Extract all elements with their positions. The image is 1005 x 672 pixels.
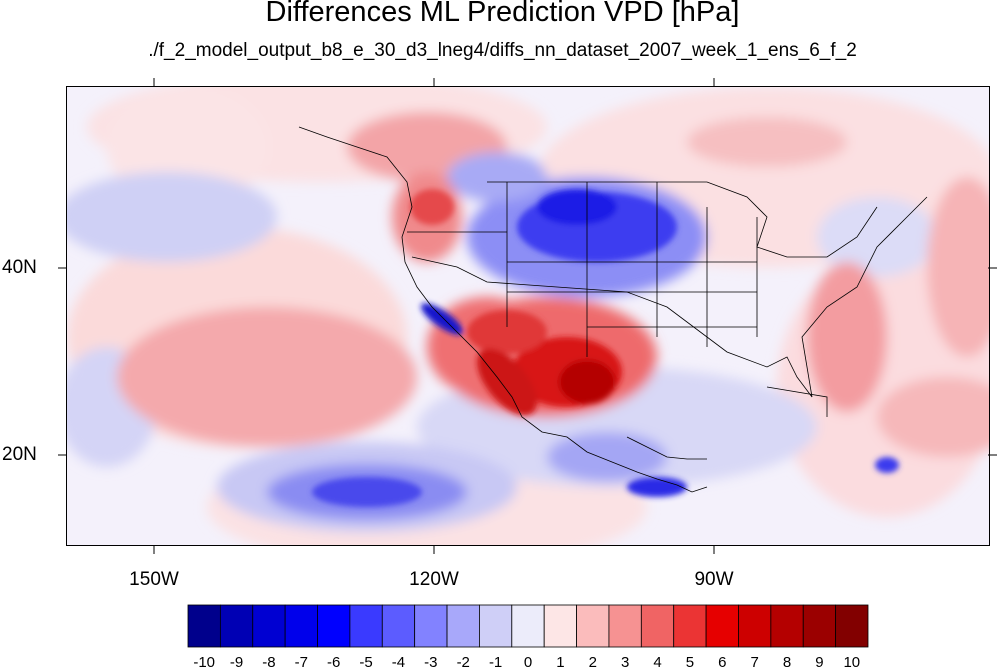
lon-label-120w: 120W <box>409 569 459 590</box>
colorbar-tick-label: 8 <box>782 654 792 671</box>
colorbar-tick-label: -3 <box>424 654 438 671</box>
colorbar-tick-label: -4 <box>391 654 406 671</box>
colorbar-tick-label: 7 <box>750 654 759 671</box>
colorbar-swatch <box>446 604 480 648</box>
vpd-difference-field <box>67 87 989 545</box>
colorbar-swatch <box>543 604 577 648</box>
colorbar-swatch <box>317 604 351 648</box>
colorbar-swatch <box>479 604 513 648</box>
colorbar-swatch <box>835 604 869 648</box>
colorbar-swatch <box>381 604 416 648</box>
colorbar-swatch <box>284 604 318 648</box>
colorbar-tick-label: -8 <box>262 654 276 671</box>
coastline-outline <box>298 126 928 493</box>
colorbar-swatch <box>770 604 804 648</box>
colorbar-swatch <box>576 604 610 648</box>
colorbar-tick-label: -10 <box>193 654 216 671</box>
colorbar-tick-label: 4 <box>653 654 662 671</box>
colorbar-tick-label: -7 <box>294 654 308 671</box>
lon-label-90w: 90W <box>694 569 734 590</box>
colorbar-swatch <box>608 604 642 648</box>
colorbar-swatch <box>511 604 545 648</box>
colorbar <box>187 604 869 648</box>
lat-label-20n: 20N <box>2 444 37 465</box>
colorbar-tick-label: 6 <box>718 654 727 671</box>
colorbar-tick-label: 5 <box>685 654 695 671</box>
colorbar-tick-label: 9 <box>815 654 824 671</box>
colorbar-swatch <box>349 604 383 648</box>
colorbar-tick-label: 10 <box>843 654 861 671</box>
colorbar-swatch <box>640 604 675 648</box>
map-subtitle: ./f_2_model_output_b8_e_30_d3_lneg4/diff… <box>148 40 857 61</box>
colorbar-swatch <box>219 604 254 648</box>
lon-label-150w: 150W <box>129 569 179 590</box>
colorbar-tick-label: -2 <box>456 654 470 671</box>
colorbar-tick-label: -1 <box>488 654 503 671</box>
colorbar-tick-label: -9 <box>229 654 244 671</box>
colorbar-tick-label: -6 <box>327 654 341 671</box>
map-title: Differences ML Prediction VPD [hPa] <box>265 0 740 28</box>
colorbar-swatch <box>802 604 837 648</box>
colorbar-swatch <box>705 604 739 648</box>
colorbar-swatch <box>252 604 286 648</box>
colorbar-swatch <box>738 604 772 648</box>
colorbar-tick-label: 3 <box>620 654 630 671</box>
lat-label-40n: 40N <box>2 257 37 278</box>
colorbar-swatch <box>187 604 221 648</box>
colorbar-tick-label: 2 <box>588 654 597 671</box>
colorbar-tick-label: -5 <box>359 654 373 671</box>
colorbar-tick-label: 1 <box>556 654 565 671</box>
map-plot-area <box>66 86 990 546</box>
colorbar-swatch <box>673 604 707 648</box>
colorbar-swatch <box>414 604 448 648</box>
colorbar-tick-label: 0 <box>523 654 533 671</box>
